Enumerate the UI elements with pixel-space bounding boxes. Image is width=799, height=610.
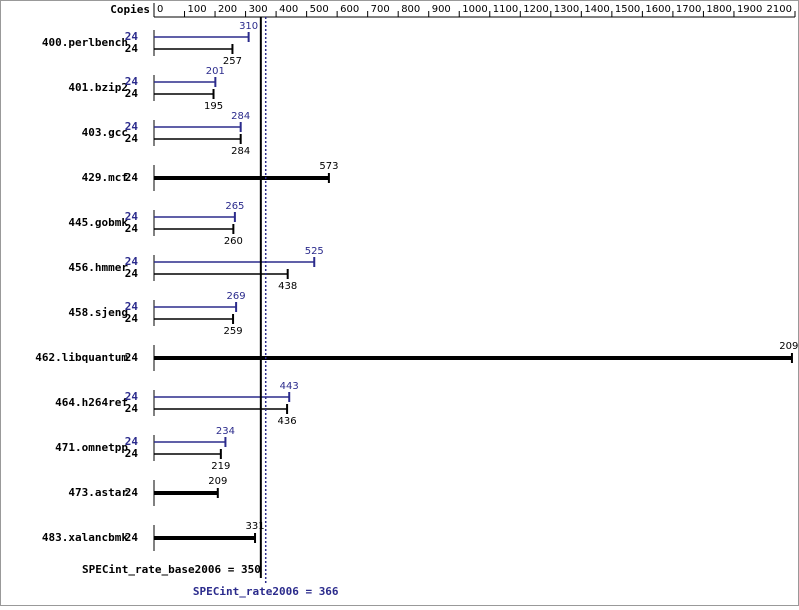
copies-label: 24 [125, 447, 139, 460]
copies-label: 24 [125, 312, 139, 325]
x-tick-label: 900 [432, 4, 451, 15]
copies-label: 24 [125, 486, 139, 499]
value-label: 269 [227, 291, 246, 302]
copies-label: 24 [125, 390, 139, 403]
value-label: 436 [278, 416, 297, 427]
value-label: 2090 [779, 341, 799, 352]
benchmark-label: 458.sjeng [68, 306, 128, 319]
x-tick-label: 1400 [584, 4, 609, 15]
value-label: 525 [305, 246, 324, 257]
benchmark-label: 429.mcf [82, 171, 128, 184]
value-label: 284 [231, 111, 250, 122]
x-tick-label: 500 [310, 4, 329, 15]
value-label: 284 [231, 146, 250, 157]
value-label: 438 [278, 281, 297, 292]
copies-label: 24 [125, 222, 139, 235]
value-label: 260 [224, 236, 243, 247]
copies-label: 24 [125, 120, 139, 133]
copies-label: 24 [125, 87, 139, 100]
x-tick-label: 2100 [767, 4, 792, 15]
x-tick-label: 700 [371, 4, 390, 15]
benchmark-label: 464.h264ref [55, 396, 128, 409]
copies-label: 24 [125, 402, 139, 415]
copies-label: 24 [125, 210, 139, 223]
value-label: 209 [208, 476, 227, 487]
x-tick-label: 600 [340, 4, 359, 15]
value-label: 219 [211, 461, 230, 472]
copies-label: 24 [125, 267, 139, 280]
x-tick-label: 1600 [645, 4, 670, 15]
benchmark-label: 456.hmmer [68, 261, 128, 274]
benchmark-label: 483.xalancbmk [42, 531, 128, 544]
x-tick-label: 400 [279, 4, 298, 15]
value-label: 443 [280, 381, 299, 392]
x-tick-label: 1200 [523, 4, 548, 15]
x-tick-label: 100 [188, 4, 207, 15]
value-label: 259 [224, 326, 243, 337]
base-score-label: SPECint_rate_base2006 = 350 [82, 563, 261, 576]
value-label: 573 [319, 161, 338, 172]
copies-label: 24 [125, 255, 139, 268]
x-tick-label: 1800 [706, 4, 731, 15]
x-tick-label: 1300 [554, 4, 579, 15]
copies-header: Copies [110, 3, 150, 16]
copies-label: 24 [125, 531, 139, 544]
value-label: 201 [206, 66, 225, 77]
x-tick-label: 1700 [676, 4, 701, 15]
copies-label: 24 [125, 435, 139, 448]
x-tick-label: 0 [157, 4, 163, 15]
benchmark-label: 462.libquantum [35, 351, 128, 364]
benchmark-label: 445.gobmk [68, 216, 128, 229]
benchmark-label: 401.bzip2 [68, 81, 128, 94]
benchmark-label: 471.omnetpp [55, 441, 128, 454]
x-tick-label: 800 [401, 4, 420, 15]
copies-label: 24 [125, 30, 139, 43]
copies-label: 24 [125, 75, 139, 88]
x-tick-label: 1100 [493, 4, 518, 15]
value-label: 331 [245, 521, 264, 532]
benchmark-label: 403.gcc [82, 126, 128, 139]
value-label: 195 [204, 101, 223, 112]
value-label: 234 [216, 426, 235, 437]
copies-label: 24 [125, 171, 139, 184]
value-label: 265 [225, 201, 244, 212]
benchmark-label: 473.astar [68, 486, 128, 499]
copies-label: 24 [125, 132, 139, 145]
x-tick-label: 1900 [737, 4, 762, 15]
copies-label: 24 [125, 300, 139, 313]
benchmark-label: 400.perlbench [42, 36, 128, 49]
x-tick-label: 1500 [615, 4, 640, 15]
x-tick-label: 1000 [462, 4, 487, 15]
value-label: 310 [239, 21, 258, 32]
copies-label: 24 [125, 42, 139, 55]
value-label: 257 [223, 56, 242, 67]
x-tick-label: 200 [218, 4, 237, 15]
copies-label: 24 [125, 351, 139, 364]
peak-score-label: SPECint_rate2006 = 366 [193, 585, 339, 598]
x-tick-label: 300 [249, 4, 268, 15]
